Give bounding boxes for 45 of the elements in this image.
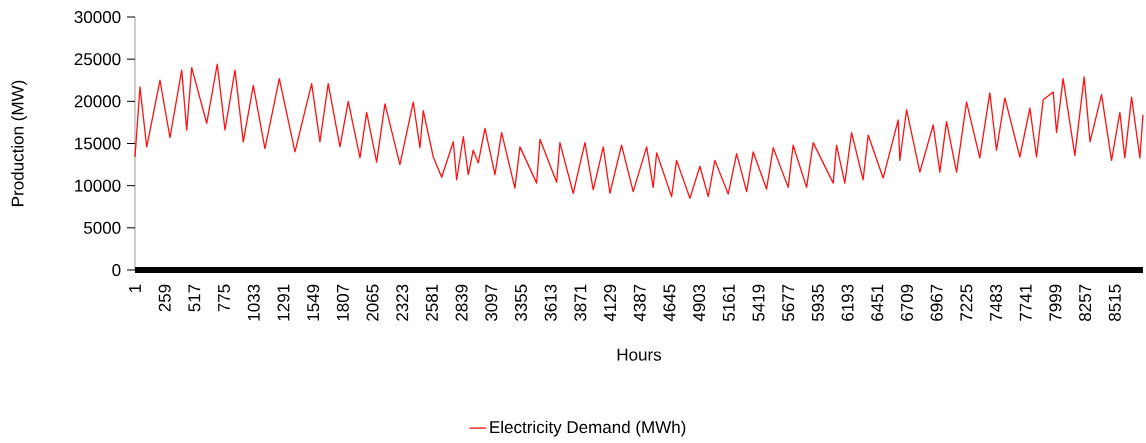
x-tick-label: 775: [218, 284, 231, 312]
x-tick-label: 5419: [752, 284, 765, 321]
x-tick-label: 4129: [604, 284, 617, 322]
x-tick-label: 2065: [366, 284, 379, 321]
x-tick-label: 4903: [693, 284, 706, 322]
x-tick-label: 7999: [1049, 284, 1062, 321]
x-tick-label: 6451: [871, 284, 884, 321]
x-tick-label: 1033: [247, 284, 260, 321]
x-tick-label: 5161: [722, 284, 735, 321]
x-tick-label: 259: [158, 284, 171, 312]
x-tick-label: 517: [188, 284, 201, 312]
x-tick-label: 3097: [485, 284, 498, 322]
x-tick-label: 5935: [811, 284, 824, 321]
x-tick-label: 7741: [1019, 284, 1032, 321]
x-tick-label: 2323: [396, 284, 409, 321]
x-tick-label: 1291: [277, 284, 290, 321]
x-tick-label: 6709: [900, 284, 913, 321]
y-tick-label: 5000: [84, 221, 121, 234]
x-tick-label: 3355: [514, 284, 527, 322]
legend-label: Electricity Demand (MWh): [490, 420, 686, 437]
line-series: [134, 63, 1144, 199]
y-axis-title: Production (MW): [11, 80, 27, 206]
y-tick-label: 0: [112, 263, 121, 277]
y-tick-label: 10000: [75, 179, 121, 192]
y-tick-label: 15000: [75, 137, 121, 150]
x-tick-label: 7483: [990, 284, 1003, 321]
x-tick-label: 4645: [663, 284, 676, 322]
x-tick-label: 8515: [1108, 284, 1121, 321]
x-tick-label: 6193: [841, 284, 854, 321]
x-tick-label: 7225: [960, 284, 973, 321]
x-tick-label: 1807: [336, 284, 349, 321]
x-tick-label: 6967: [930, 284, 943, 321]
x-tick-label: 2581: [425, 284, 438, 321]
x-tick-label: 4387: [633, 284, 646, 322]
x-tick-label: 1: [129, 284, 141, 293]
x-tick-label: 8257: [1079, 284, 1092, 321]
x-tick-label: 5677: [782, 284, 795, 321]
x-tick-label: 3613: [544, 284, 557, 322]
x-tick-label: 1549: [307, 284, 320, 321]
y-tick-label: 30000: [74, 10, 121, 24]
y-tick-label: 25000: [74, 53, 121, 66]
x-tick-label: 3871: [574, 284, 587, 322]
x-tick-label: 2839: [455, 284, 468, 321]
x-axis-title: Hours: [617, 348, 662, 361]
y-tick-label: 20000: [74, 95, 121, 108]
